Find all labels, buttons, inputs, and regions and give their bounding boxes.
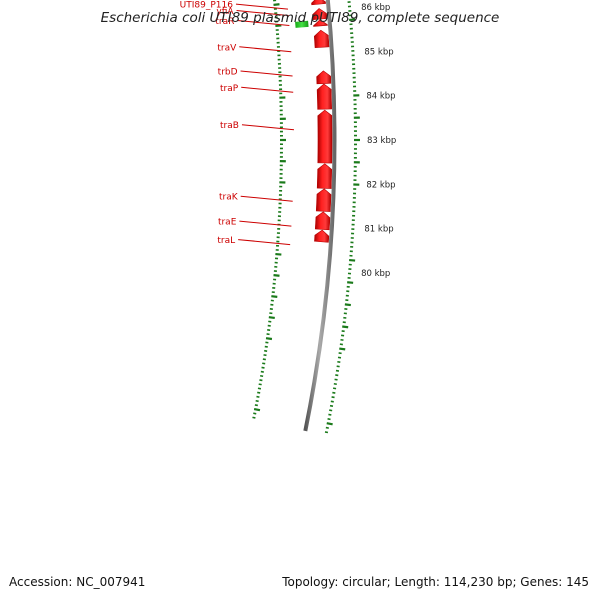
- gene-label: UTI89_P116: [180, 1, 234, 11]
- genes-label: Genes:: [520, 575, 563, 589]
- sequence-info: Topology: circular; Length: 114,230 bp; …: [282, 575, 589, 589]
- forward-cds: [313, 29, 330, 48]
- inner-tick: [273, 274, 280, 277]
- length-value: 114,230 bp: [443, 575, 513, 589]
- inner-tick: [273, 3, 280, 6]
- inner-tick: [268, 316, 275, 320]
- ruler-label: 85 kbp: [364, 47, 393, 57]
- outer-tick: [332, 387, 337, 390]
- label-leader-line: [241, 86, 294, 93]
- outer-tick: [332, 391, 336, 394]
- forward-cds: [315, 188, 332, 212]
- inner-tick: [253, 412, 257, 415]
- inner-tick: [257, 391, 261, 394]
- outer-tick: [329, 409, 333, 412]
- gene-label: yfiA: [216, 7, 234, 17]
- outer-tick: [347, 281, 354, 284]
- outer-tick: [330, 400, 334, 403]
- inner-tick: [253, 407, 261, 412]
- ruler-label: 82 kbp: [366, 180, 395, 190]
- label-leader-line: [240, 70, 293, 77]
- inner-tick: [259, 379, 263, 382]
- outer-tick: [326, 422, 333, 426]
- gene-label: traK: [219, 193, 239, 203]
- map-title: Escherichia coli UTI89 plasmid pUTI89, c…: [100, 10, 500, 26]
- outer-tick: [328, 413, 332, 416]
- inner-tick: [258, 383, 262, 386]
- ruler-label: 86 kbp: [361, 3, 390, 13]
- inner-tick: [265, 337, 273, 341]
- accession-info: Accession: NC_007941: [9, 575, 146, 589]
- label-leader-line: [235, 3, 289, 10]
- inner-tick: [252, 416, 256, 419]
- label-leader-line: [236, 10, 289, 17]
- inner-tick: [255, 399, 259, 403]
- gene-label: traL: [217, 236, 235, 246]
- ruler-label: 81 kbp: [364, 225, 393, 235]
- label-leader-line: [240, 195, 293, 202]
- inner-tick: [271, 295, 278, 298]
- gene-label: trbD: [218, 67, 238, 77]
- inner-tick: [254, 404, 258, 407]
- length-label: Length:: [394, 575, 440, 589]
- forward-cds: [316, 70, 332, 85]
- ruler-label: 83 kbp: [367, 136, 396, 146]
- outer-tick: [344, 303, 351, 307]
- gene-labels: traCUTI89_P116yfiAtraRtraVtrbDtraPtraBtr…: [180, 1, 295, 246]
- outer-tick: [339, 347, 346, 351]
- label-leader-line: [238, 239, 291, 246]
- outer-tick: [325, 426, 329, 429]
- label-leader-line: [239, 220, 292, 227]
- forward-cds: [313, 19, 328, 27]
- inner-tick: [257, 387, 262, 390]
- forward-cds: [312, 8, 328, 20]
- accession-value: NC_007941: [76, 575, 146, 589]
- gene-label: traR: [215, 17, 234, 27]
- gene-label: traV: [217, 43, 237, 53]
- gene-label: traB: [220, 121, 239, 131]
- outer-tick: [331, 396, 335, 399]
- label-leader-line: [241, 124, 295, 131]
- forward-cds: [314, 229, 330, 243]
- gene-label: traE: [218, 218, 237, 228]
- outer-tick: [329, 404, 334, 408]
- trar-cds: [295, 20, 309, 28]
- genes-value: 145: [566, 575, 589, 589]
- topology-label: Topology:: [282, 575, 339, 589]
- outer-tick: [342, 325, 349, 329]
- forward-cds: [316, 83, 332, 110]
- tick-marks: [252, 0, 360, 434]
- forward-cds: [317, 109, 333, 164]
- topology-value: circular: [342, 575, 387, 589]
- ruler-label: 80 kbp: [361, 269, 390, 279]
- outer-tick: [324, 431, 329, 434]
- inner-tick: [260, 374, 264, 378]
- accession-label: Accession:: [9, 575, 73, 589]
- outer-tick: [327, 418, 331, 421]
- label-leader-line: [237, 19, 290, 26]
- inner-tick: [256, 395, 260, 398]
- forward-cds: [311, 0, 326, 6]
- gene-label: traP: [220, 84, 239, 94]
- label-leader-line: [239, 46, 292, 53]
- forward-cds: [314, 211, 331, 231]
- forward-cds: [316, 163, 333, 189]
- gene-features: [295, 0, 333, 243]
- ruler-label: 84 kbp: [366, 92, 395, 102]
